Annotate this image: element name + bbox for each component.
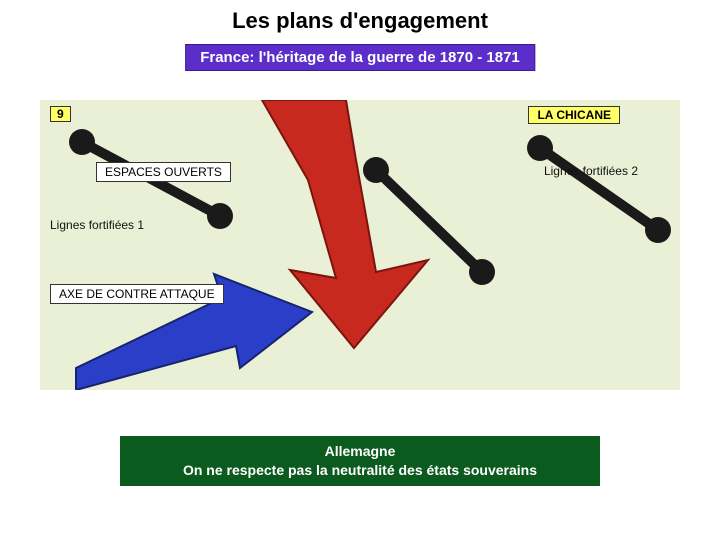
label-espaces-ouverts: ESPACES OUVERTS [96,162,231,182]
slide: Les plans d'engagement France: l'héritag… [0,0,720,540]
diagram-svg [40,100,680,390]
label-axe-contre-attaque: AXE DE CONTRE ATTAQUE [50,284,224,304]
label-lignes-fortifiees-1: Lignes fortifiées 1 [50,218,144,232]
footer-line-1: Allemagne [130,442,590,461]
label-la-chicane: LA CHICANE [528,106,620,124]
barbell-line-2 [363,157,495,285]
slide-title: Les plans d'engagement [0,8,720,34]
diagram-figure: 9 LA CHICANE ESPACES OUVERTS Lignes fort… [40,100,680,390]
label-lignes-fortifiees-2: Lignes fortifiées 2 [544,164,638,178]
figure-number: 9 [50,106,71,122]
footer-line-2: On ne respecte pas la neutralité des éta… [130,461,590,480]
footer-allemagne: Allemagne On ne respecte pas la neutrali… [120,436,600,486]
subtitle-france: France: l'héritage de la guerre de 1870 … [185,44,535,71]
barbell-line-3 [527,135,671,243]
